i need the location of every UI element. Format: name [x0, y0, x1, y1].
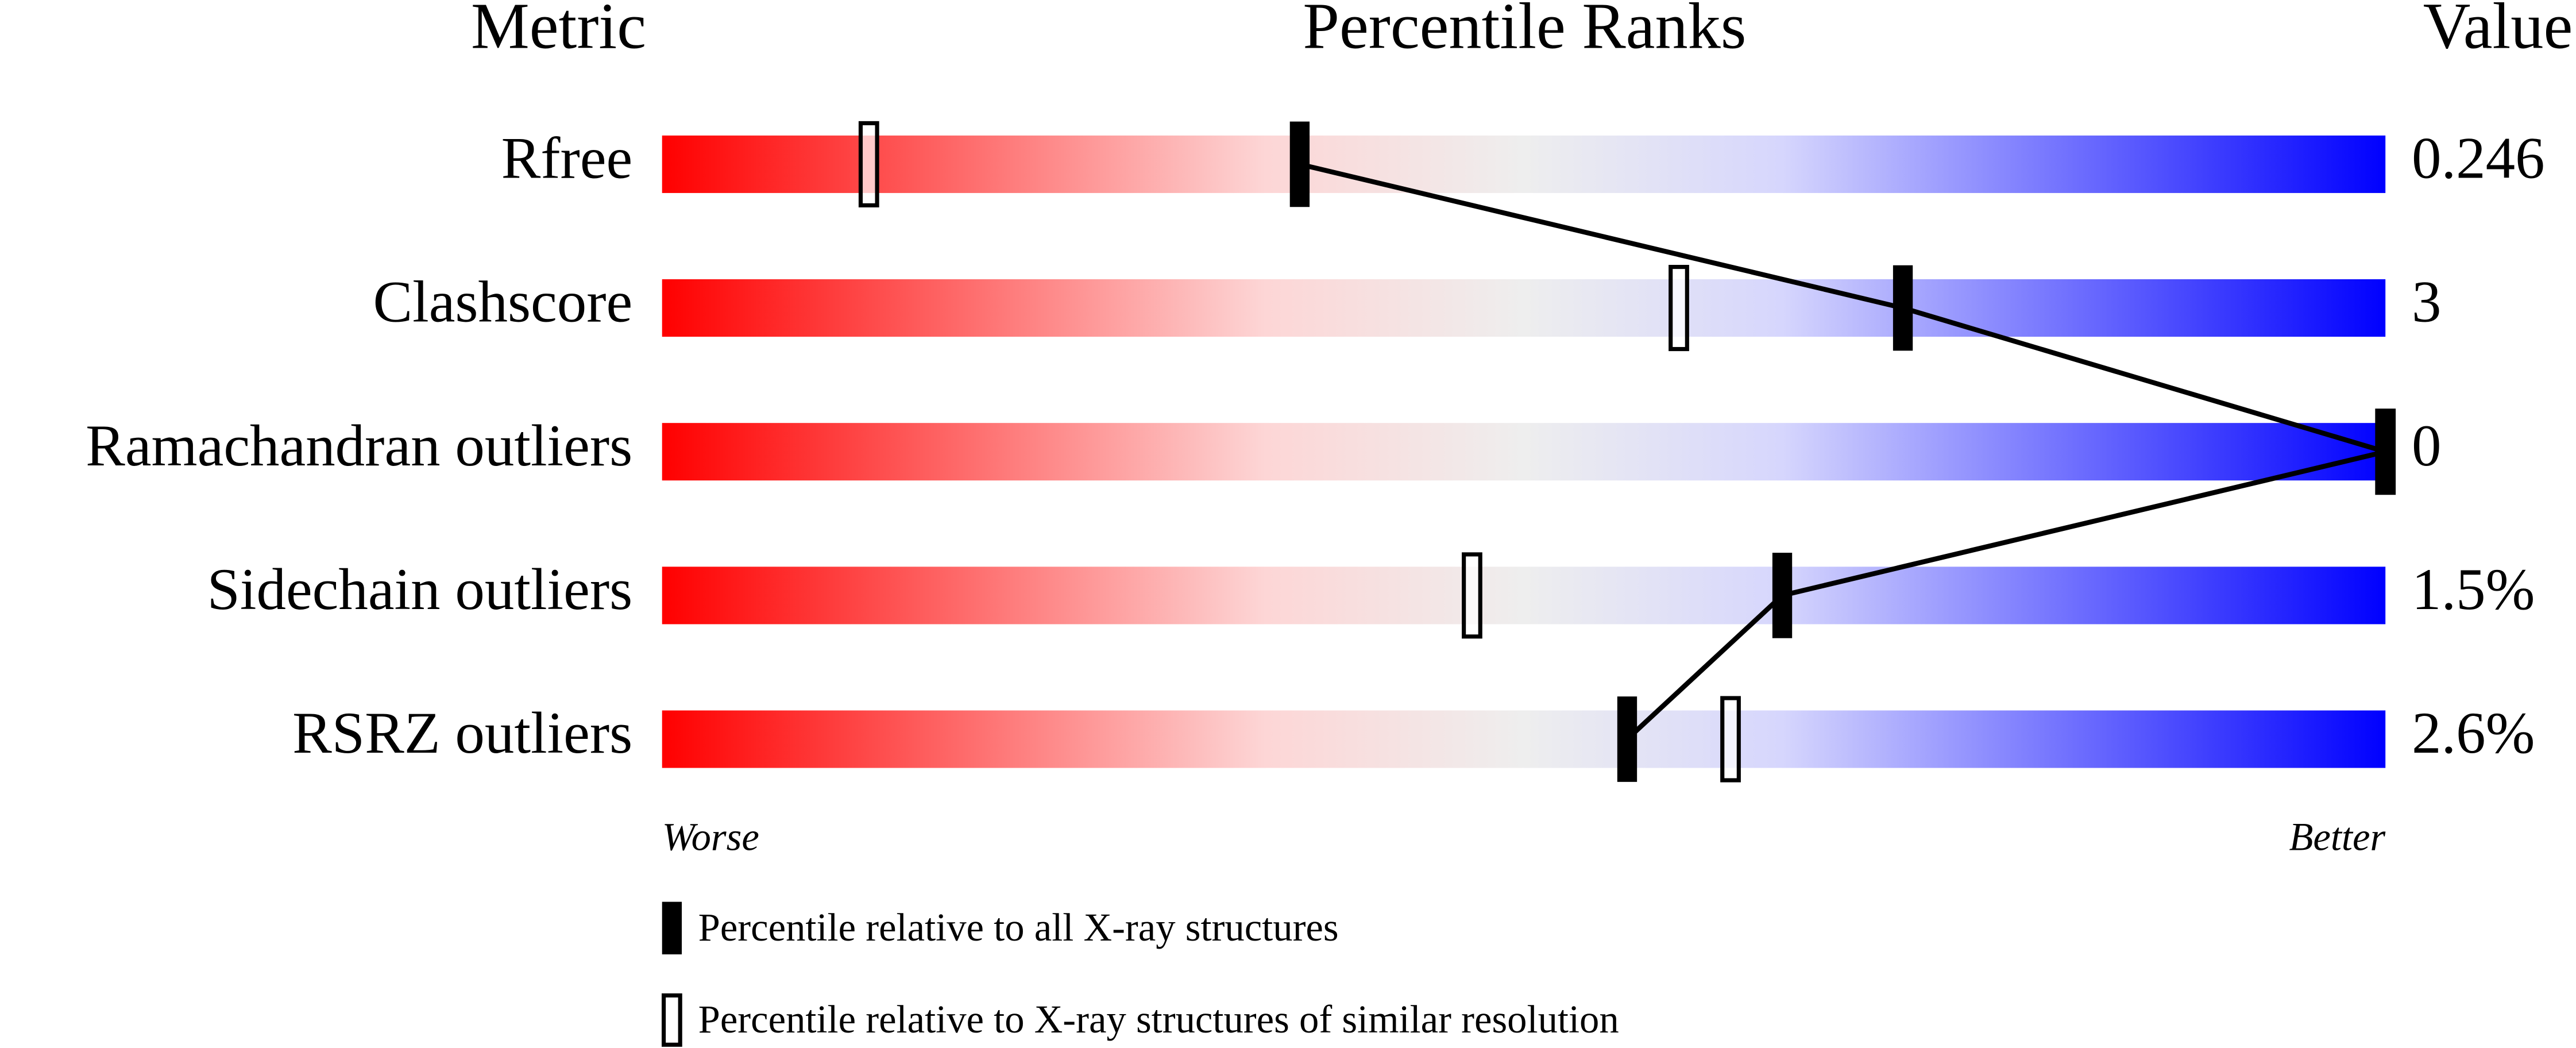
header-metric: Metric	[471, 0, 646, 62]
percentile-marker	[1893, 265, 1913, 351]
metric-label: Rfree	[501, 126, 633, 191]
header-value: Value	[2423, 0, 2573, 62]
legend-label: Percentile relative to X-ray structures …	[698, 997, 1619, 1041]
metric-value: 0	[2412, 413, 2441, 479]
metric-value: 1.5%	[2412, 557, 2535, 622]
metric-value: 0.246	[2412, 126, 2545, 191]
percentile-marker	[1617, 696, 1637, 782]
metric-value: 3	[2412, 269, 2441, 335]
metric-label: Sidechain outliers	[207, 557, 633, 622]
header-percentile: Percentile Ranks	[1303, 0, 1746, 62]
percentile-marker	[2376, 409, 2396, 495]
slider-bar	[662, 135, 2386, 193]
metric-label: Clashscore	[373, 269, 632, 335]
percentile-marker-open	[1669, 265, 1689, 352]
axis-better: Better	[2289, 815, 2385, 859]
slider-bar	[662, 423, 2386, 481]
legend-swatch	[662, 901, 682, 955]
slider-bar	[662, 710, 2386, 768]
percentile-marker	[1289, 121, 1310, 207]
legend-swatch	[661, 993, 682, 1047]
percentile-marker	[1772, 553, 1793, 638]
percentile-marker-open	[1462, 552, 1482, 639]
slider-bar	[662, 567, 2386, 625]
slider-bar	[662, 279, 2386, 337]
axis-worse: Worse	[662, 815, 759, 859]
percentile-marker-open	[1720, 696, 1741, 783]
metric-label: RSRZ outliers	[292, 700, 632, 766]
legend-label: Percentile relative to all X-ray structu…	[698, 906, 1339, 949]
percentile-marker-open	[858, 121, 879, 207]
metric-label: Ramachandran outliers	[86, 413, 632, 479]
metric-value: 2.6%	[2412, 700, 2535, 766]
